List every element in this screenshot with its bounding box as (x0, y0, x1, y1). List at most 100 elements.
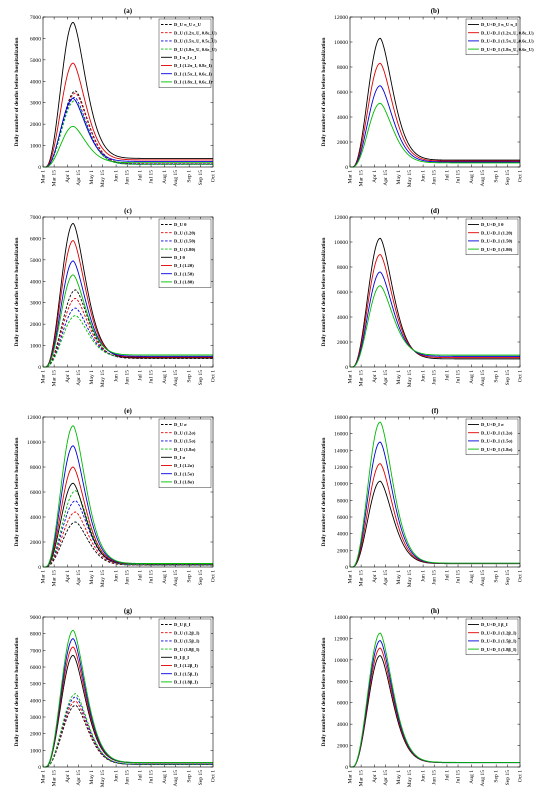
legend-label: D_I (1.5θ) (174, 271, 194, 276)
x-tick-label: Jun 1 (421, 570, 427, 582)
x-tick-label: Jun 1 (114, 770, 120, 782)
chart-panel: (c) Daily number of deaths before hospita… (14, 207, 217, 387)
x-tick-label: Jun 15 (125, 770, 131, 785)
y-tick-label: 6000 (337, 90, 348, 96)
y-tick-label: 7000 (30, 15, 41, 21)
legend-label: D_U+D_I β_I (481, 622, 508, 627)
legend-label: D_U (1.5σ) (174, 439, 196, 444)
legend-box (158, 218, 212, 288)
legend-label: D_U (1.5π_U, 0.5ε_U) (174, 39, 217, 44)
x-tick-label: Oct 1 (211, 570, 217, 582)
y-tick-label: 0 (345, 365, 348, 371)
panel-title: (e) (124, 407, 132, 415)
y-tick-label: 0 (38, 165, 41, 171)
series-line (350, 102, 520, 168)
x-tick-label: Jun 1 (114, 170, 120, 182)
y-axis-label: Daily number of deaths before hospitaliz… (14, 37, 20, 147)
x-tick-label: Mar 15 (52, 570, 58, 587)
y-tick-label: 5000 (30, 258, 41, 264)
y-tick-label: 12000 (27, 415, 41, 421)
legend: D_U π_U ε_U D_U (1.2π_U, 0.8ε_U) D_U (1.5π… (158, 18, 217, 88)
y-tick-label: 12000 (334, 15, 348, 21)
chart-panel: (f) Daily number of deaths before hospita… (321, 407, 524, 587)
y-tick-label: 1000 (30, 144, 41, 150)
legend-label: D_I (1.5β_I) (174, 671, 198, 676)
series-line (43, 693, 213, 768)
x-tick-label: Sep 1 (187, 570, 193, 583)
series-line (43, 511, 213, 568)
series-line (350, 441, 520, 568)
series-line (350, 85, 520, 168)
x-tick-label: May 1 (396, 370, 402, 385)
x-tick-label: Jul 1 (137, 770, 143, 781)
y-tick-label: 0 (345, 565, 348, 571)
y-tick-label: 5000 (30, 58, 41, 64)
x-tick-label: Sep 1 (187, 370, 193, 383)
x-tick-label: Aug 15 (173, 370, 179, 387)
legend: D_U β_I D_U (1.2β_I) D_U (1.5β_I) D_U (1.8β… (158, 618, 212, 688)
x-tick-label: Mar 1 (41, 370, 47, 384)
x-tick-label: Jul 15 (149, 770, 155, 784)
panel-title: (a) (124, 7, 133, 15)
series-line (43, 696, 213, 768)
x-tick-label: Jun 15 (432, 370, 438, 385)
x-tick-label: Apr 15 (76, 170, 82, 186)
legend-label: D_I (1.2π_I, 0.8ε_I) (174, 63, 213, 68)
panel-title: (f) (432, 407, 440, 415)
x-tick-label: Apr 1 (65, 170, 71, 183)
x-tick-label: Mar 1 (348, 570, 354, 584)
x-tick-label: May 15 (100, 770, 106, 787)
x-tick-label: Oct 1 (518, 170, 524, 182)
legend-label: D_I θ (174, 255, 186, 260)
series-line (350, 421, 520, 568)
y-tick-label: 6000 (30, 36, 41, 42)
x-tick-label: May 15 (407, 570, 413, 587)
x-tick-label: May 1 (89, 370, 95, 385)
x-tick-label: May 1 (396, 770, 402, 785)
plot-frame (349, 416, 521, 568)
y-tick-label: 4000 (30, 515, 41, 521)
x-tick-label: Apr 1 (65, 370, 71, 383)
legend-label: D_U π_U ε_U (174, 22, 202, 27)
x-tick-label: Oct 1 (518, 570, 524, 582)
x-tick-label: Mar 15 (52, 370, 58, 387)
y-tick-label: 5000 (30, 682, 41, 688)
x-tick-label: Jun 15 (125, 370, 131, 385)
x-tick-label: Aug 1 (469, 770, 475, 784)
legend-label: D_I (1.8θ) (174, 280, 194, 285)
series-line (43, 315, 213, 368)
series-line (43, 100, 213, 168)
y-tick-label: 14000 (334, 615, 348, 621)
y-tick-label: 12000 (334, 636, 348, 642)
chart-panel: (b) Daily number of deaths before hospita… (321, 7, 534, 187)
legend-label: D_U+D_I (1.2θ) (481, 230, 513, 235)
x-tick-label: Jun 15 (432, 170, 438, 185)
x-tick-label: Sep 15 (198, 170, 204, 186)
series-line (43, 62, 213, 168)
y-tick-label: 2000 (30, 322, 41, 328)
legend-label: D_U+D_I σ (481, 422, 504, 427)
legend-label: D_U+D_I (1.5σ) (481, 439, 513, 444)
panel-title: (b) (431, 7, 440, 15)
x-tick-label: Aug 1 (469, 170, 475, 184)
series-line (350, 655, 520, 768)
legend-label: D_I (1.2θ) (174, 263, 194, 268)
plot-frame (42, 216, 214, 368)
chart-panel: (g) Daily number of deaths before hospita… (14, 607, 217, 787)
x-tick-label: Aug 15 (480, 370, 486, 387)
x-tick-label: Mar 1 (41, 770, 47, 784)
x-tick-label: Apr 1 (65, 570, 71, 583)
x-tick-label: Apr 1 (372, 370, 378, 383)
legend-label: D_U (1.5θ) (174, 239, 196, 244)
x-tick-label: Mar 1 (41, 570, 47, 584)
y-axis-label: Daily number of deaths before hospitaliz… (14, 437, 20, 547)
x-tick-label: Mar 1 (41, 170, 47, 184)
legend-label: D_I (1.2β_I) (174, 663, 198, 668)
y-tick-label: 18000 (334, 415, 348, 421)
y-axis-label: Daily number of deaths before hospitaliz… (321, 437, 327, 547)
x-tick-label: May 15 (407, 370, 413, 387)
series-line (43, 629, 213, 768)
plot-frame (42, 16, 214, 168)
series-line (43, 260, 213, 368)
